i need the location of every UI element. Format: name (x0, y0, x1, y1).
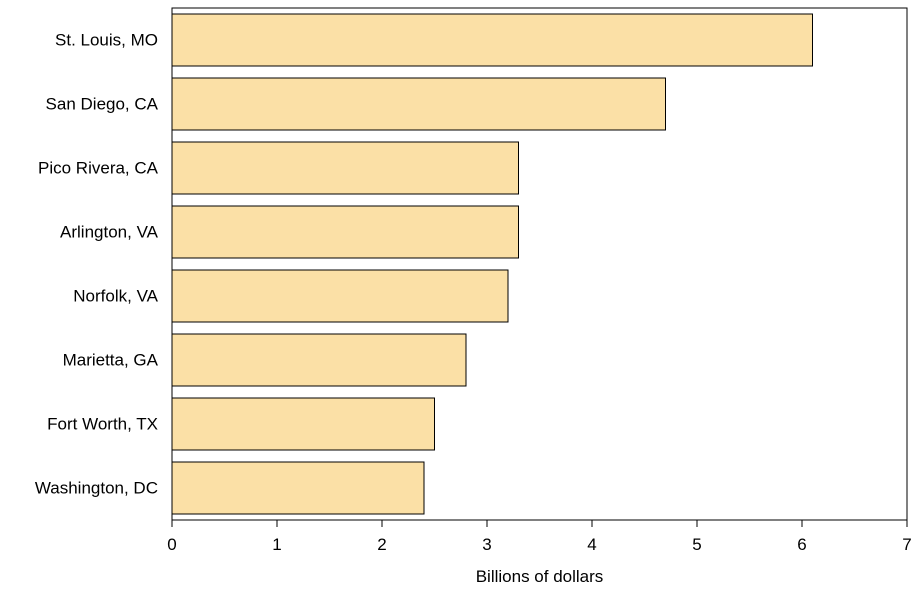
category-labels: St. Louis, MO San Diego, CA Pico Rivera, C… (35, 31, 159, 498)
x-tick-label: 3 (482, 535, 491, 554)
x-tick-label: 1 (272, 535, 281, 554)
category-label: Fort Worth, TX (47, 415, 158, 434)
bar (171, 461, 425, 515)
category-label: Marietta, GA (63, 351, 159, 370)
x-tick-label: 2 (377, 535, 386, 554)
bars-group (171, 13, 813, 515)
x-tick-label: 7 (902, 535, 911, 554)
bar (171, 397, 435, 451)
x-tick-label: 6 (797, 535, 806, 554)
x-axis-title: Billions of dollars (476, 567, 604, 586)
category-label: San Diego, CA (46, 95, 159, 114)
category-label: Pico Rivera, CA (38, 159, 159, 178)
bar (171, 333, 467, 387)
bar (171, 269, 509, 323)
plot-frame (171, 7, 908, 521)
x-tick-label: 0 (167, 535, 176, 554)
category-label: Washington, DC (35, 479, 158, 498)
x-tick-label: 5 (692, 535, 701, 554)
category-label: St. Louis, MO (55, 31, 158, 50)
bar (171, 13, 813, 67)
category-label: Norfolk, VA (73, 287, 158, 306)
bar (171, 77, 666, 131)
bar (171, 205, 519, 259)
x-axis-ticks: 0 1 2 3 4 5 6 7 (167, 520, 912, 554)
bar (171, 141, 519, 195)
x-tick-label: 4 (587, 535, 596, 554)
category-label: Arlington, VA (60, 223, 159, 242)
